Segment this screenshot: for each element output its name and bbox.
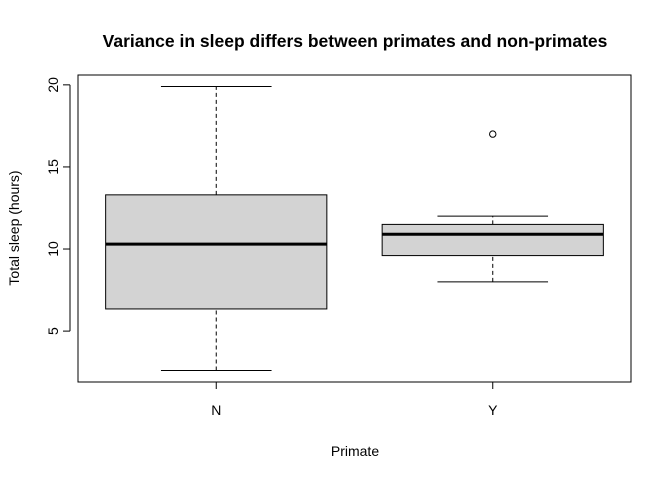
iqr-box bbox=[105, 194, 328, 310]
chart-title: Variance in sleep differs between primat… bbox=[103, 31, 608, 51]
iqr-box bbox=[381, 223, 604, 257]
y-axis-label: Total sleep (hours) bbox=[6, 170, 22, 285]
x-axis-label: Primate bbox=[331, 443, 379, 459]
y-tick-label: 20 bbox=[45, 77, 61, 93]
outlier-point bbox=[489, 130, 497, 138]
box-series bbox=[105, 85, 604, 372]
box-Y bbox=[381, 130, 604, 283]
x-tick-label: N bbox=[211, 402, 221, 418]
x-tick-label: Y bbox=[488, 402, 498, 418]
box-N bbox=[105, 85, 328, 372]
y-tick-label: 5 bbox=[45, 327, 61, 335]
y-axis: 5 10 15 20 bbox=[45, 77, 71, 335]
y-tick-label: 15 bbox=[45, 159, 61, 175]
plot-frame bbox=[77, 74, 632, 383]
y-tick-label: 10 bbox=[45, 241, 61, 257]
